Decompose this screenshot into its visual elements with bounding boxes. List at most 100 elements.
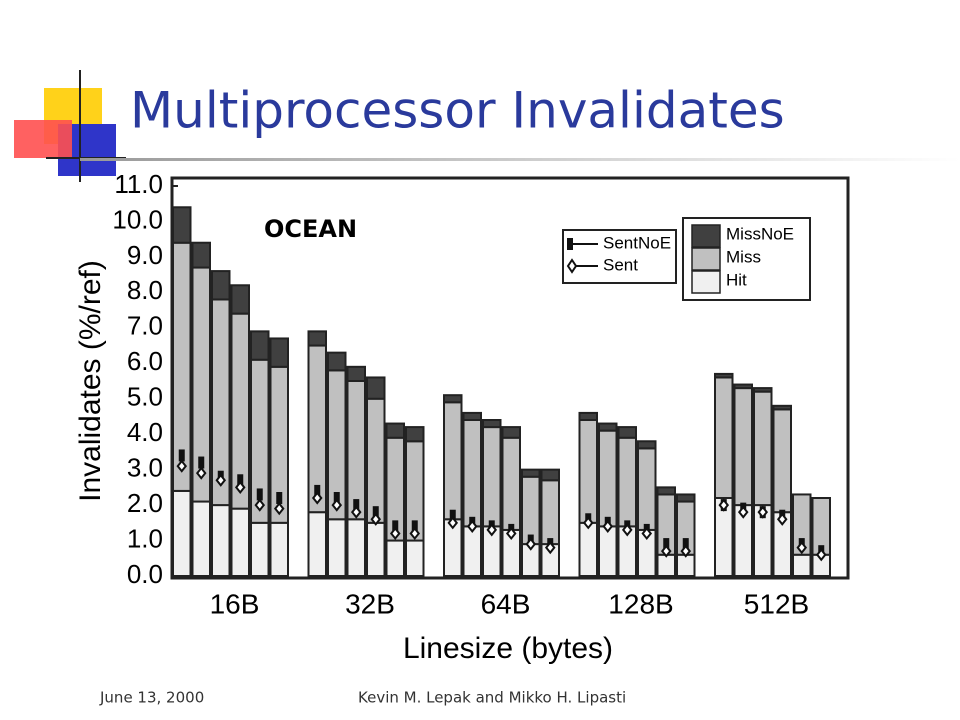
bar-segment (501, 426, 521, 439)
sent-marker (602, 519, 614, 533)
bar-segment (792, 493, 812, 556)
sent-marker (273, 502, 285, 516)
sent-marker (254, 498, 266, 512)
bar-segment (598, 429, 618, 528)
bar-segment (327, 351, 347, 372)
y-tick-label: 11.0 (114, 169, 163, 199)
sent-marker (796, 541, 808, 555)
footer-authors: Kevin M. Lepak and Mikko H. Lipasti (358, 689, 626, 707)
sent-marker (389, 526, 401, 541)
sent-marker (370, 512, 382, 526)
sent-marker (466, 519, 478, 533)
bar-segment (792, 553, 812, 578)
bar-segment (598, 525, 618, 578)
bar-segment (191, 500, 211, 577)
sent-marker (582, 516, 594, 530)
bar-segment (578, 521, 598, 577)
legend-label: MissNoE (726, 224, 794, 243)
legend-label: SentNoE (603, 233, 671, 252)
y-tick-label: 3.0 (127, 453, 163, 483)
bar-segment (405, 426, 425, 443)
bar-segment (617, 426, 637, 439)
bar-segment (405, 539, 425, 578)
sent-marker (176, 459, 188, 473)
y-tick-label: 6.0 (127, 346, 163, 376)
sent-marker (409, 526, 421, 541)
legend-label: Miss (726, 247, 761, 266)
bar-segment (346, 365, 366, 382)
sentnoe-marker (411, 520, 418, 533)
bar-segment (462, 419, 482, 528)
sentnoe-marker (353, 499, 360, 512)
y-tick-label: 8.0 (127, 275, 163, 305)
sentnoe-marker (276, 492, 283, 504)
bar-segment (250, 330, 270, 361)
sent-marker (525, 537, 537, 551)
sent-marker (737, 505, 749, 519)
sentnoe-marker (256, 488, 263, 501)
bar-segment (753, 390, 773, 507)
bar-segment (385, 539, 405, 578)
sentnoe-marker (372, 506, 379, 519)
footer-date: June 13, 2000 (99, 689, 204, 707)
legend-box (562, 229, 677, 284)
sent-marker (350, 505, 362, 519)
bar-segment (753, 387, 773, 393)
bar-segment (250, 521, 270, 577)
sent-marker (776, 512, 788, 526)
bar-segment (366, 397, 386, 524)
slide-title: Multiprocessor Invalidates (130, 82, 785, 140)
bar-segment (172, 206, 192, 244)
bar-segment (501, 436, 521, 531)
sent-marker (621, 523, 633, 537)
sentnoe-marker (682, 538, 689, 551)
bar-segment (637, 440, 657, 450)
bar-segment (462, 411, 482, 421)
sentnoe-marker (237, 474, 244, 487)
bar-segment (540, 468, 560, 482)
sent-marker (680, 544, 692, 558)
sentnoe-marker (392, 520, 399, 533)
legend-swatch (691, 270, 721, 294)
bar-segment (211, 270, 231, 301)
bar-segment (307, 511, 327, 578)
legend-label: Sent (603, 255, 638, 274)
y-tick-label: 0.0 (127, 559, 163, 589)
bar-segment (443, 394, 463, 404)
y-tick-label: 9.0 (127, 240, 163, 270)
bar-segment (772, 404, 792, 411)
bar-segment (346, 380, 366, 521)
bar-segment (772, 408, 792, 514)
bar-segment (714, 372, 734, 379)
bar-segment (327, 518, 347, 577)
bar-segment (482, 426, 502, 528)
bar-segment (307, 330, 327, 347)
bar-segment (656, 553, 676, 578)
bar-segment (540, 479, 560, 546)
bar-segment (269, 337, 289, 368)
y-tick-label: 4.0 (127, 417, 163, 447)
sent-marker (311, 491, 323, 505)
bar-segment (346, 518, 366, 577)
bar-segment (521, 468, 541, 478)
bar-segment (172, 489, 192, 577)
sentnoe-marker (198, 456, 205, 469)
legend-swatch (691, 247, 721, 271)
sentnoe-marker (333, 492, 340, 504)
bar-segment (230, 284, 250, 315)
bar-segment (714, 376, 734, 500)
x-tick-label: 16B (210, 588, 260, 619)
x-tick-label: 128B (608, 588, 673, 619)
sent-marker (505, 526, 517, 541)
y-axis-label: Invalidates (%/ref) (74, 260, 107, 502)
sent-marker (195, 466, 207, 480)
bar-segment (443, 401, 463, 521)
y-tick-label: 5.0 (127, 382, 163, 412)
x-axis-label: Linesize (bytes) (403, 632, 613, 665)
bar-segment (578, 419, 598, 524)
bar-segment (676, 493, 696, 503)
bar-segment (733, 387, 753, 507)
bar-segment (598, 422, 618, 432)
y-tick-label: 7.0 (127, 311, 163, 341)
bar-segment (482, 419, 502, 429)
